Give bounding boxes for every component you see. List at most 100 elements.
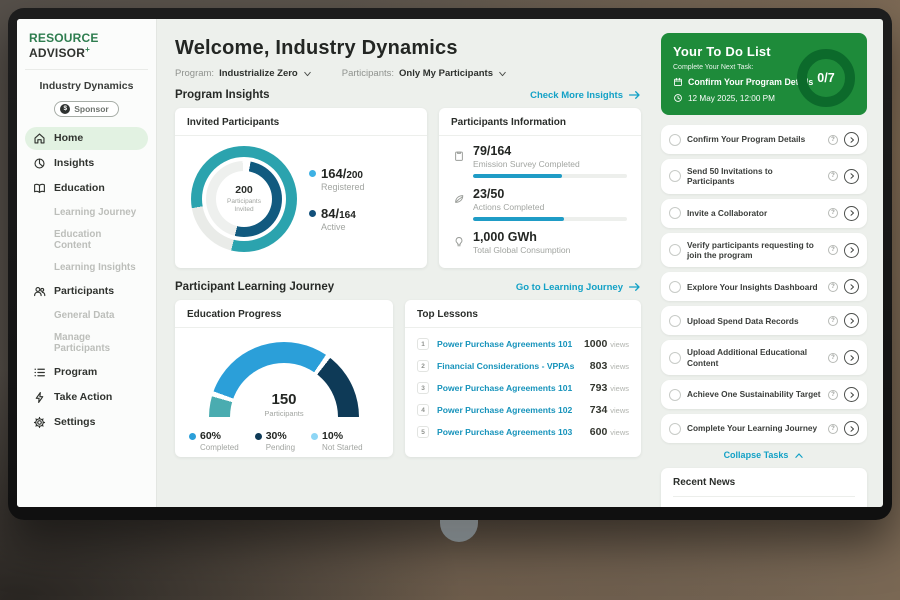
chevron-right-button[interactable] bbox=[844, 313, 859, 329]
chevron-down-icon bbox=[303, 70, 312, 78]
rank-badge: 1 bbox=[417, 338, 429, 350]
sidebar-item-manage-participants[interactable]: Manage Participants bbox=[54, 331, 111, 354]
participants-filter-dropdown[interactable]: Participants: Only My Participants bbox=[342, 68, 507, 79]
book-icon bbox=[34, 183, 45, 193]
info-question-icon[interactable]: ? bbox=[828, 389, 838, 400]
chevron-right-button[interactable] bbox=[844, 279, 859, 295]
dashboard-screen: RESOURCE ADVISOR+ Industry Dynamics $ Sp… bbox=[17, 19, 883, 507]
sidebar-item-general-data[interactable]: General Data bbox=[54, 309, 115, 321]
chevron-up-icon bbox=[795, 453, 804, 458]
monitor-bezel: RESOURCE ADVISOR+ Industry Dynamics $ Sp… bbox=[8, 8, 892, 520]
chevron-right-button[interactable] bbox=[844, 387, 859, 403]
chevron-right-button[interactable] bbox=[844, 168, 859, 184]
collapse-tasks-link[interactable]: Collapse Tasks bbox=[661, 450, 867, 460]
info-question-icon[interactable]: ? bbox=[828, 423, 838, 434]
lesson-link[interactable]: Power Purchase Agreements 101 bbox=[437, 383, 573, 393]
education-progress-gauge-chart: 150 Participants bbox=[209, 342, 359, 418]
chevron-right-button[interactable] bbox=[844, 421, 859, 437]
legend-dot bbox=[311, 432, 319, 440]
progress-track bbox=[473, 217, 627, 221]
leaf-icon bbox=[455, 195, 464, 203]
todo-counter: 0/7 bbox=[817, 71, 835, 85]
main-content: Welcome, Industry Dynamics Program: Indu… bbox=[157, 19, 655, 507]
todo-summary-card: Your To Do List Complete Your Next Task:… bbox=[661, 33, 867, 115]
go-to-learning-journey-link[interactable]: Go to Learning Journey bbox=[516, 282, 641, 293]
progress-fill bbox=[473, 217, 564, 221]
checkbox-circle[interactable] bbox=[669, 170, 681, 183]
lesson-row: 1 Power Purchase Agreements 101 1000 vie… bbox=[417, 333, 629, 355]
gauge-center-value: 150 bbox=[271, 391, 297, 408]
checkbox-circle[interactable] bbox=[669, 280, 681, 293]
task-row-verify-participants[interactable]: Verify participants requesting to join t… bbox=[661, 232, 867, 268]
legend-completed: 60% Completed bbox=[189, 430, 239, 452]
calendar-icon bbox=[674, 77, 682, 86]
program-filter-dropdown[interactable]: Program: Industrialize Zero bbox=[175, 68, 312, 79]
sidebar-item-settings[interactable]: Settings bbox=[25, 411, 148, 434]
arrow-right-icon bbox=[628, 283, 640, 291]
lesson-row: 5 Power Purchase Agreements 103 600 view… bbox=[417, 421, 629, 443]
lesson-link[interactable]: Financial Considerations - VPPAs bbox=[437, 361, 575, 371]
legend-not-started: 10% Not Started bbox=[311, 430, 363, 452]
sidebar-item-home[interactable]: Home bbox=[25, 126, 148, 150]
sidebar-item-learning-insights[interactable]: Learning Insights bbox=[54, 261, 136, 273]
lesson-row: 2 Financial Considerations - VPPAs 803 v… bbox=[417, 355, 629, 377]
rank-badge: 3 bbox=[417, 382, 429, 394]
chevron-down-icon bbox=[498, 70, 507, 78]
checkbox-circle[interactable] bbox=[669, 314, 681, 327]
participants-information-card: Participants Information 79/164 Emission… bbox=[439, 108, 641, 268]
checkbox-circle[interactable] bbox=[669, 244, 681, 257]
sidebar-item-education[interactable]: Education bbox=[25, 177, 148, 200]
checkbox-circle[interactable] bbox=[669, 388, 681, 401]
task-row-complete-learning-journey[interactable]: Complete Your Learning Journey ? bbox=[661, 414, 867, 444]
sidebar-item-learning-journey[interactable]: Learning Journey bbox=[54, 206, 137, 218]
info-question-icon[interactable]: ? bbox=[828, 315, 838, 326]
stat-emission-survey: 79/164 Emission Survey Completed bbox=[453, 144, 627, 178]
checkbox-circle[interactable] bbox=[669, 422, 681, 435]
task-row-explore-insights[interactable]: Explore Your Insights Dashboard ? bbox=[661, 272, 867, 302]
checkbox-circle[interactable] bbox=[669, 133, 681, 146]
sidebar-item-participants[interactable]: Participants bbox=[25, 280, 148, 303]
lightbulb-icon bbox=[455, 237, 463, 247]
lesson-link[interactable]: Power Purchase Agreements 101 bbox=[437, 339, 573, 349]
info-question-icon[interactable]: ? bbox=[828, 171, 838, 182]
lesson-link[interactable]: Power Purchase Agreements 102 bbox=[437, 405, 573, 415]
info-question-icon[interactable]: ? bbox=[828, 208, 838, 219]
task-row-send-invitations[interactable]: Send 50 Invitations to Participants ? bbox=[661, 159, 867, 194]
chevron-right-button[interactable] bbox=[844, 132, 859, 147]
card-title: Education Progress bbox=[175, 300, 393, 328]
insights-pie-icon bbox=[34, 157, 45, 169]
task-row-confirm-program[interactable]: Confirm Your Program Details ? bbox=[661, 125, 867, 154]
legend-dot bbox=[309, 210, 316, 217]
todo-subtitle: Complete Your Next Task: bbox=[673, 64, 754, 71]
lesson-link[interactable]: Power Purchase Agreements 103 bbox=[437, 427, 573, 437]
sidebar-item-take-action[interactable]: Take Action bbox=[25, 386, 148, 409]
chevron-right-button[interactable] bbox=[844, 350, 859, 366]
check-more-insights-link[interactable]: Check More Insights bbox=[530, 90, 641, 101]
sidebar-item-program[interactable]: Program bbox=[25, 361, 148, 384]
card-title: Top Lessons bbox=[405, 300, 641, 328]
info-question-icon[interactable]: ? bbox=[828, 352, 838, 363]
arrow-right-icon bbox=[628, 91, 640, 99]
recent-news-card: Recent News bbox=[661, 468, 867, 507]
task-row-upload-educational-content[interactable]: Upload Additional Educational Content ? bbox=[661, 340, 867, 376]
chevron-right-button[interactable] bbox=[844, 242, 859, 258]
lesson-row: 4 Power Purchase Agreements 102 734 view… bbox=[417, 399, 629, 421]
task-row-upload-spend-data[interactable]: Upload Spend Data Records ? bbox=[661, 306, 867, 336]
checkbox-circle[interactable] bbox=[669, 351, 681, 364]
gear-icon bbox=[33, 416, 46, 428]
checkbox-circle[interactable] bbox=[669, 207, 681, 220]
progress-track bbox=[473, 174, 627, 178]
legend-dot bbox=[189, 432, 196, 440]
sidebar-item-insights[interactable]: Insights bbox=[25, 152, 148, 175]
legend-dot bbox=[309, 170, 316, 177]
todo-panel: Your To Do List Complete Your Next Task:… bbox=[655, 19, 883, 507]
chevron-right-button[interactable] bbox=[844, 205, 859, 221]
info-question-icon[interactable]: ? bbox=[828, 281, 838, 292]
task-row-achieve-sustainability-target[interactable]: Achieve One Sustainability Target ? bbox=[661, 380, 867, 410]
clipboard-icon bbox=[455, 151, 463, 161]
info-question-icon[interactable]: ? bbox=[828, 134, 838, 145]
task-row-invite-collaborator[interactable]: Invite a Collaborator ? bbox=[661, 198, 867, 228]
sidebar-item-education-content[interactable]: Education Content bbox=[54, 228, 102, 251]
info-question-icon[interactable]: ? bbox=[828, 245, 838, 256]
donut-center-label: Participants Invited bbox=[227, 197, 261, 213]
